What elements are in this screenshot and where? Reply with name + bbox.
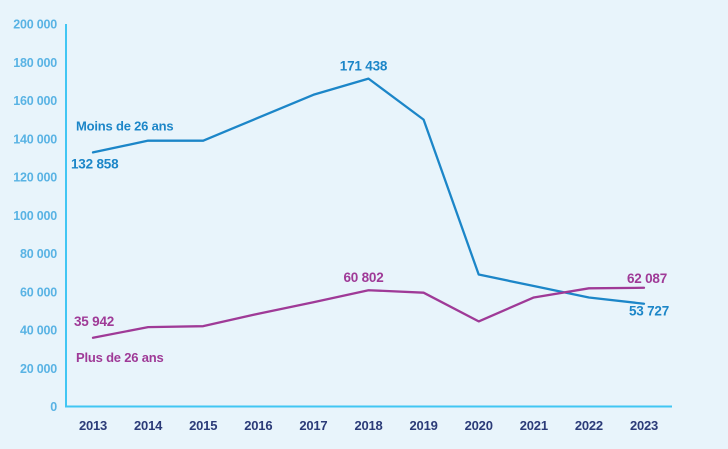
x-tick-label: 2023 xyxy=(630,418,658,433)
x-tick-label: 2013 xyxy=(79,418,107,433)
x-tick-label: 2017 xyxy=(299,418,327,433)
series-label-moins-de-26-ans: Moins de 26 ans xyxy=(76,118,173,133)
y-tick-label: 140 000 xyxy=(13,132,57,146)
x-tick-label: 2020 xyxy=(465,418,493,433)
x-tick-label: 2016 xyxy=(244,418,272,433)
x-tick-label: 2014 xyxy=(134,418,163,433)
x-tick-label: 2021 xyxy=(520,418,548,433)
axes xyxy=(65,24,672,408)
y-tick-label: 100 000 xyxy=(13,209,57,223)
series-line-moins-de-26-ans xyxy=(91,77,646,305)
y-tick-label: 160 000 xyxy=(13,94,57,108)
x-tick-label: 2018 xyxy=(354,418,382,433)
y-tick-label: 60 000 xyxy=(20,285,57,299)
value-label-plus-de-26-ans-2018: 60 802 xyxy=(343,270,383,285)
value-label-plus-de-26-ans-2013: 35 942 xyxy=(74,314,114,329)
x-tick-label: 2015 xyxy=(189,418,217,433)
y-tick-label: 20 000 xyxy=(20,362,57,376)
series-label-plus-de-26-ans: Plus de 26 ans xyxy=(76,350,164,365)
value-label-moins-de-26-ans-2018: 171 438 xyxy=(340,59,388,74)
x-tick-label: 2022 xyxy=(575,418,603,433)
value-label-moins-de-26-ans-2023: 53 727 xyxy=(629,304,669,319)
value-label-plus-de-26-ans-2023: 62 087 xyxy=(627,271,667,286)
y-tick-label: 0 xyxy=(50,400,57,414)
y-tick-label: 40 000 xyxy=(20,324,57,338)
value-label-moins-de-26-ans-2013: 132 858 xyxy=(71,156,119,171)
x-tick-label: 2019 xyxy=(410,418,438,433)
y-tick-label: 180 000 xyxy=(13,56,57,70)
y-tick-label: 200 000 xyxy=(13,18,57,32)
y-tick-label: 80 000 xyxy=(20,247,57,261)
series-line-plus-de-26-ans xyxy=(91,286,646,339)
y-tick-label: 120 000 xyxy=(13,171,57,185)
